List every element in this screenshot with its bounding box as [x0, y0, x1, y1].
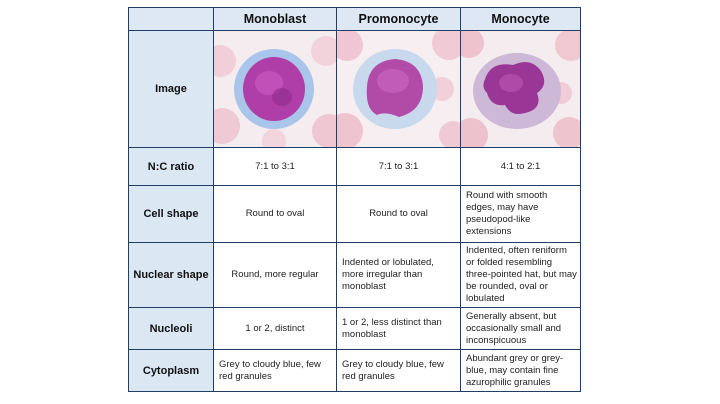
header-row: Monoblast Promonocyte Monocyte	[128, 7, 581, 31]
table-row: N:C ratio 7:1 to 3:1 7:1 to 3:1 4:1 to 2…	[128, 147, 581, 186]
comparison-table: Monoblast Promonocyte Monocyte Image	[128, 7, 581, 392]
cell-monoblast-nucleoli: 1 or 2, distinct	[213, 307, 337, 350]
table-row: Cytoplasm Grey to cloudy blue, few red g…	[128, 349, 581, 392]
cell-monoblast-nuclear-shape: Round, more regular	[213, 242, 337, 308]
row-label-nuclear-shape: Nuclear shape	[128, 242, 214, 308]
cell-monocyte-nuclear-shape: Indented, often reniform or folded resem…	[460, 242, 581, 308]
column-header-monocyte: Monocyte	[460, 7, 581, 31]
cell-monocyte-nucleoli: Generally absent, but occasionally small…	[460, 307, 581, 350]
row-label-cytoplasm: Cytoplasm	[128, 349, 214, 392]
cell-monocyte-cytoplasm: Abundant grey or grey-blue, may contain …	[460, 349, 581, 392]
cell-monoblast-cell-shape: Round to oval	[213, 185, 337, 243]
table-row: Cell shape Round to oval Round to oval R…	[128, 185, 581, 243]
row-label-image: Image	[128, 30, 214, 148]
corner-cell	[128, 7, 214, 31]
cell-promonocyte-cytoplasm: Grey to cloudy blue, few red granules	[336, 349, 461, 392]
cell-monocyte-nc-ratio: 4:1 to 2:1	[460, 147, 581, 186]
cell-monoblast-cytoplasm: Grey to cloudy blue, few red granules	[213, 349, 337, 392]
column-header-promonocyte: Promonocyte	[336, 7, 461, 31]
cell-promonocyte-nc-ratio: 7:1 to 3:1	[336, 147, 461, 186]
table-row: Nuclear shape Round, more regular Indent…	[128, 242, 581, 308]
image-monocyte	[460, 30, 581, 148]
cell-monocyte-cell-shape: Round with smooth edges, may have pseudo…	[460, 185, 581, 243]
row-label-nc-ratio: N:C ratio	[128, 147, 214, 186]
row-label-nucleoli: Nucleoli	[128, 307, 214, 350]
cell-promonocyte-cell-shape: Round to oval	[336, 185, 461, 243]
cell-promonocyte-nucleoli: 1 or 2, less distinct than monoblast	[336, 307, 461, 350]
image-monoblast	[213, 30, 337, 148]
column-header-monoblast: Monoblast	[213, 7, 337, 31]
table-row-image: Image	[128, 30, 581, 148]
table-row: Nucleoli 1 or 2, distinct 1 or 2, less d…	[128, 307, 581, 350]
row-label-cell-shape: Cell shape	[128, 185, 214, 243]
image-promonocyte	[336, 30, 461, 148]
cell-promonocyte-nuclear-shape: Indented or lobulated, more irregular th…	[336, 242, 461, 308]
cell-monoblast-nc-ratio: 7:1 to 3:1	[213, 147, 337, 186]
